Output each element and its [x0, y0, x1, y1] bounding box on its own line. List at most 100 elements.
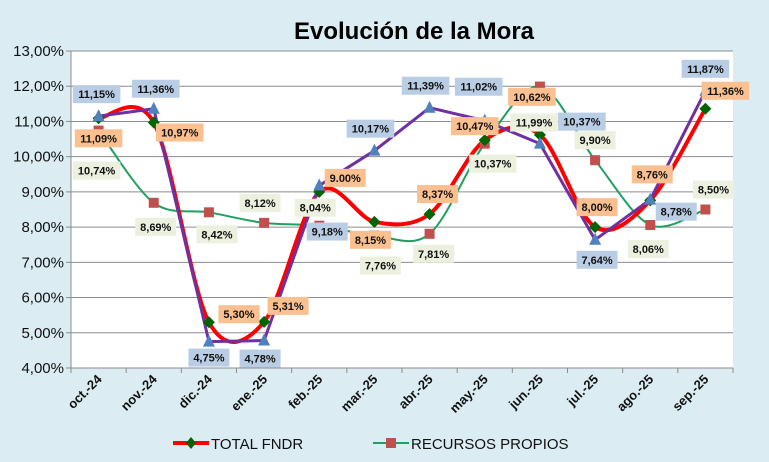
legend-marker [186, 437, 196, 449]
data-label-box [401, 76, 450, 95]
data-point-diamond [423, 208, 436, 221]
data-label-box [306, 222, 348, 241]
legend-label: TOTAL FNDR [211, 436, 303, 453]
data-point-triangle [258, 333, 271, 346]
data-label-box [576, 198, 618, 217]
data-label-box [450, 117, 499, 136]
data-label-box [188, 348, 230, 367]
data-label-box [627, 239, 669, 258]
data-label-box [558, 112, 606, 131]
data-label: 11,02% [460, 82, 497, 94]
data-label: 10,37% [474, 159, 512, 171]
data-point-diamond [699, 102, 712, 115]
data-point-square [203, 207, 214, 218]
y-tick-label: 6,00% [21, 290, 64, 307]
data-label-box [346, 119, 395, 138]
data-point-square [534, 81, 545, 92]
data-label-box [349, 230, 391, 249]
data-label: 7,76% [365, 261, 396, 273]
data-point-triangle [147, 101, 160, 114]
data-label: 11,36% [707, 86, 744, 98]
data-label: 4,75% [193, 353, 224, 365]
data-point-triangle [368, 143, 381, 156]
data-label: 4,78% [244, 354, 275, 366]
data-point-triangle [202, 334, 215, 347]
data-point-square [700, 204, 711, 215]
y-tick-label: 9,00% [21, 184, 64, 201]
data-point-triangle [644, 192, 657, 205]
data-labels: 11,09% 10,97% 5,30% 5,31% 9.00% 8,15% 8,37% 10,… [72, 59, 750, 368]
series-line-2 [98, 90, 707, 344]
y-tick-label: 5,00% [21, 325, 64, 342]
data-label-box [196, 225, 238, 244]
data-label: 10,17% [352, 124, 390, 136]
y-axis: 4,00% 5,00% 6,00% 7,00% 8,00% 9,00% 10,00% 11,0… [13, 43, 72, 377]
data-label: 10,37% [563, 117, 601, 129]
y-tick-label: 4,00% [21, 360, 64, 377]
data-point-square [424, 228, 435, 239]
y-tick-label: 13,00% [13, 43, 64, 60]
data-label: 9,18% [312, 227, 343, 239]
data-label-box [701, 81, 750, 100]
data-label-box [631, 165, 673, 184]
data-label-box [239, 193, 281, 212]
data-label-box [576, 250, 618, 269]
data-point-square [590, 155, 601, 166]
y-tick-label: 12,00% [13, 78, 64, 95]
data-label-box [510, 113, 558, 132]
data-point-diamond [589, 221, 602, 234]
data-label: 5,31% [272, 301, 303, 313]
data-label: 8,50% [698, 185, 729, 197]
data-label: 11,36% [137, 84, 174, 96]
data-label-box [135, 217, 177, 236]
data-label-box [468, 154, 517, 173]
data-point-triangle [92, 109, 105, 122]
data-label-box [74, 129, 123, 148]
data-label-box [324, 168, 366, 187]
data-point-triangle [589, 232, 602, 245]
data-label: 8,78% [661, 207, 692, 219]
data-label: 10,97% [161, 128, 199, 140]
data-label: 8,12% [244, 198, 275, 210]
plot-area [71, 51, 733, 368]
y-tick-label: 8,00% [21, 219, 64, 236]
data-label-box [72, 85, 121, 104]
data-label: 8,00% [581, 202, 612, 214]
data-label-box [267, 296, 309, 315]
legend-label: RECURSOS PROPIOS [411, 436, 569, 453]
data-point-square [645, 219, 656, 230]
data-label: 11,09% [80, 133, 117, 145]
data-label: 8,15% [355, 235, 386, 247]
data-label: 7,64% [581, 255, 612, 267]
data-label-box [218, 305, 260, 324]
data-label-box [359, 256, 401, 275]
data-point-diamond [258, 315, 271, 328]
data-point-diamond [202, 316, 215, 329]
data-point-diamond [533, 128, 546, 141]
data-label-box [72, 161, 121, 180]
data-label-box [294, 198, 336, 217]
data-label-box [417, 185, 459, 204]
data-label: 5,30% [223, 309, 254, 321]
data-label-box [681, 59, 730, 78]
data-point-triangle [313, 178, 326, 191]
data-point-square [148, 197, 159, 208]
data-point-diamond [478, 134, 491, 147]
data-label-box [413, 244, 455, 263]
data-point-triangle [423, 100, 436, 113]
data-label: 11,39% [407, 81, 444, 93]
legend-marker [386, 438, 396, 448]
series-group [92, 81, 712, 347]
data-label: 11,87% [687, 64, 724, 76]
data-label: 8,06% [633, 244, 664, 256]
data-label: 8,42% [201, 229, 232, 241]
data-label-box [454, 77, 503, 96]
data-label-box [508, 87, 556, 106]
legend: TOTAL FNDR RECURSOS PROPIOS [173, 436, 569, 453]
data-label-box [692, 180, 734, 199]
data-label: 7,81% [418, 249, 449, 261]
data-label-box [655, 202, 697, 221]
data-label: 10,74% [78, 166, 116, 178]
data-label: 9.00% [330, 173, 361, 185]
